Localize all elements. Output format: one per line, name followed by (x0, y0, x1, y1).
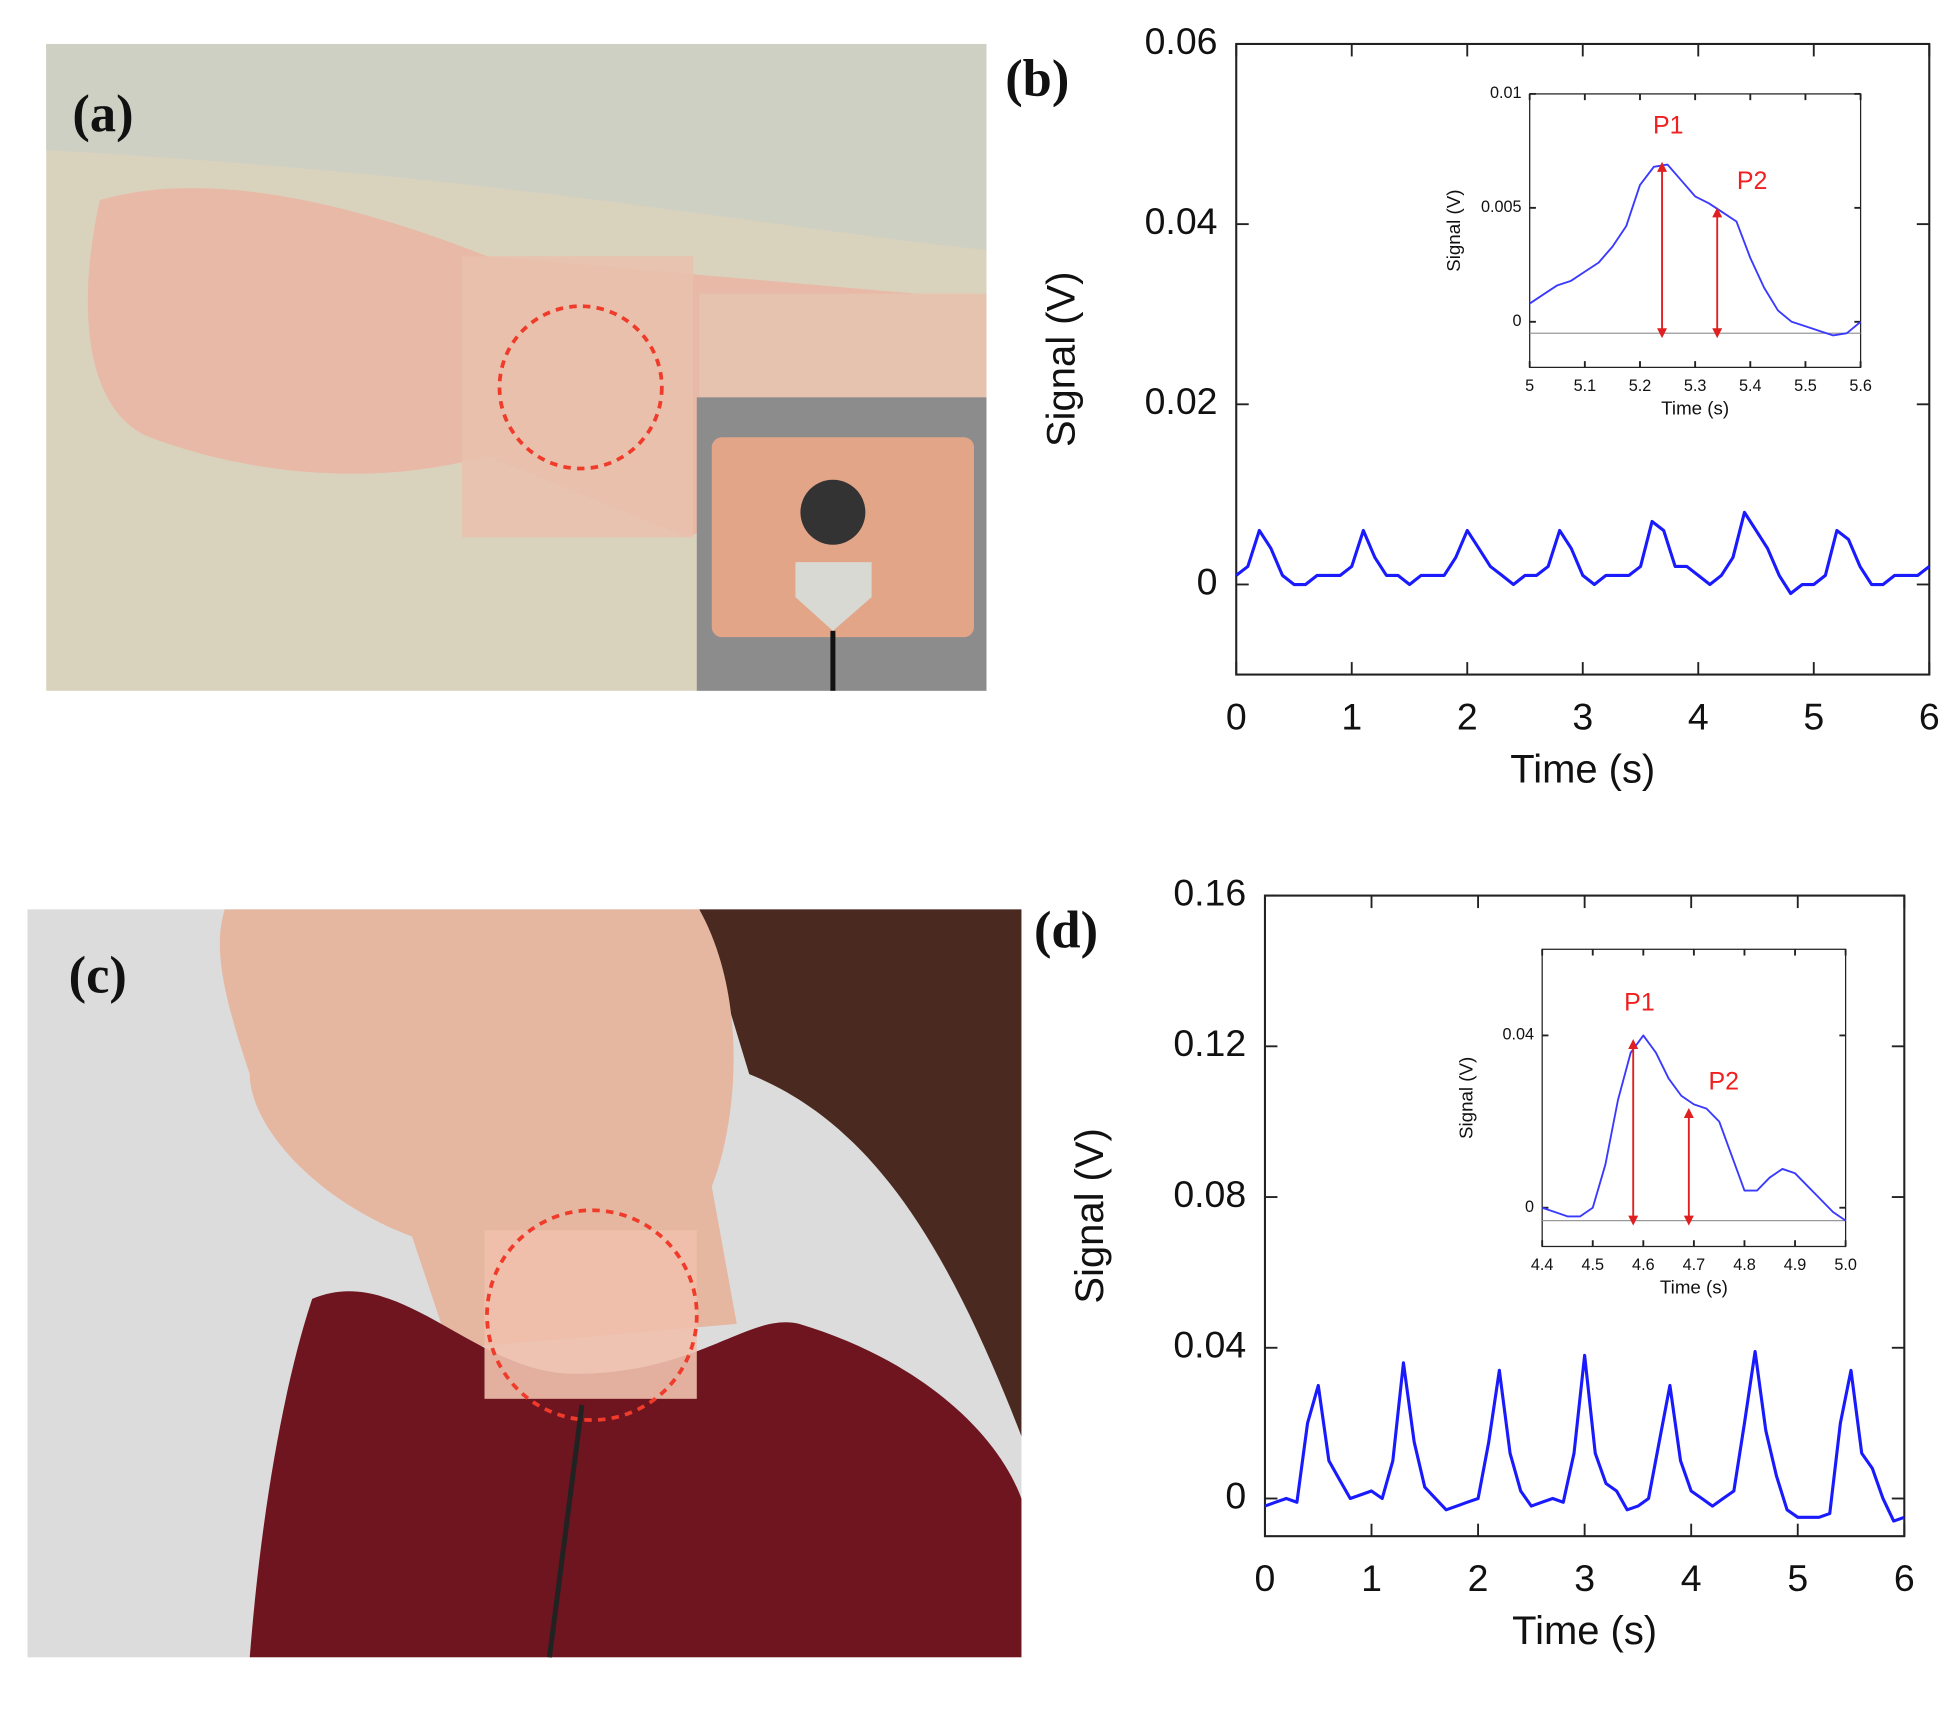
plot-frame (1541, 948, 1847, 1248)
signal-line (1541, 1034, 1847, 1222)
panel-label: (a) (72, 85, 133, 143)
signal-line (1235, 510, 1931, 596)
x-axis-label: Time (s) (1510, 748, 1655, 792)
x-tick-label: 2 (1457, 695, 1478, 737)
y-tick-label: 0.08 (1173, 1173, 1246, 1215)
x-tick-label: 6 (1894, 1557, 1915, 1599)
x-tick-label: 5.2 (1629, 377, 1652, 395)
x-tick-label: 3 (1572, 695, 1593, 737)
signal-line (1529, 163, 1862, 337)
x-tick-label: 4.5 (1581, 1256, 1604, 1274)
plot-frame (1235, 42, 1931, 676)
x-axis-label: Time (s) (1660, 1277, 1728, 1298)
panel-label: (c) (69, 947, 127, 1005)
x-tick-label: 4.9 (1784, 1256, 1807, 1274)
y-axis-label: Signal (V) (1068, 1128, 1112, 1303)
x-tick-label: 3 (1574, 1557, 1595, 1599)
y-tick-label: 0 (1525, 1198, 1534, 1216)
x-tick-label: 5.1 (1574, 377, 1597, 395)
x-tick-label: 6 (1919, 695, 1940, 737)
x-tick-label: 5.0 (1834, 1256, 1857, 1274)
x-tick-label: 0 (1255, 1557, 1276, 1599)
x-tick-label: 4.8 (1733, 1256, 1756, 1274)
peak-label: P1 (1624, 989, 1655, 1017)
y-tick-label: 0.04 (1502, 1026, 1534, 1044)
y-tick-label: 0.06 (1145, 20, 1218, 62)
x-tick-label: 0 (1226, 695, 1247, 737)
x-tick-label: 4.6 (1632, 1256, 1655, 1274)
x-tick-label: 1 (1361, 1557, 1382, 1599)
x-tick-label: 4 (1688, 695, 1709, 737)
y-tick-label: 0 (1225, 1474, 1246, 1516)
photo-wrist (46, 43, 987, 691)
panel-label: (d) (1034, 902, 1098, 960)
peak-label: P1 (1653, 111, 1684, 139)
panel-label: (b) (1005, 50, 1069, 108)
y-tick-label: 0.02 (1145, 380, 1218, 422)
y-tick-label: 0.04 (1173, 1324, 1246, 1366)
y-axis-label: Signal (V) (1455, 1057, 1476, 1139)
signal-line (1264, 1349, 1905, 1523)
x-axis-label: Time (s) (1661, 398, 1729, 419)
y-tick-label: 0.04 (1145, 200, 1218, 242)
y-tick-label: 0.12 (1173, 1022, 1246, 1064)
x-tick-label: 4.4 (1531, 1256, 1554, 1274)
plot-frame (1529, 93, 1862, 368)
y-tick-label: 0.01 (1490, 84, 1522, 102)
x-tick-label: 5 (1787, 1557, 1808, 1599)
x-axis-label: Time (s) (1512, 1609, 1657, 1653)
peak-label: P2 (1709, 1068, 1740, 1096)
x-tick-label: 5.5 (1794, 377, 1817, 395)
x-tick-label: 5.3 (1684, 377, 1707, 395)
plot-frame (1263, 894, 1906, 1538)
y-axis-label: Signal (V) (1039, 272, 1083, 447)
peak-label: P2 (1737, 167, 1768, 195)
x-tick-label: 5 (1525, 377, 1534, 395)
x-tick-label: 4 (1681, 1557, 1702, 1599)
x-tick-label: 1 (1341, 695, 1362, 737)
photo-neck (27, 909, 1022, 1658)
x-tick-label: 5 (1803, 695, 1824, 737)
x-tick-label: 5.4 (1739, 377, 1762, 395)
y-tick-label: 0.16 (1173, 871, 1246, 913)
x-tick-label: 2 (1468, 1557, 1489, 1599)
y-axis-label: Signal (V) (1443, 190, 1464, 272)
x-tick-label: 5.6 (1849, 377, 1872, 395)
x-tick-label: 4.7 (1683, 1256, 1706, 1274)
y-tick-label: 0 (1197, 560, 1218, 602)
y-tick-label: 0 (1513, 312, 1522, 330)
y-tick-label: 0.005 (1481, 198, 1522, 216)
